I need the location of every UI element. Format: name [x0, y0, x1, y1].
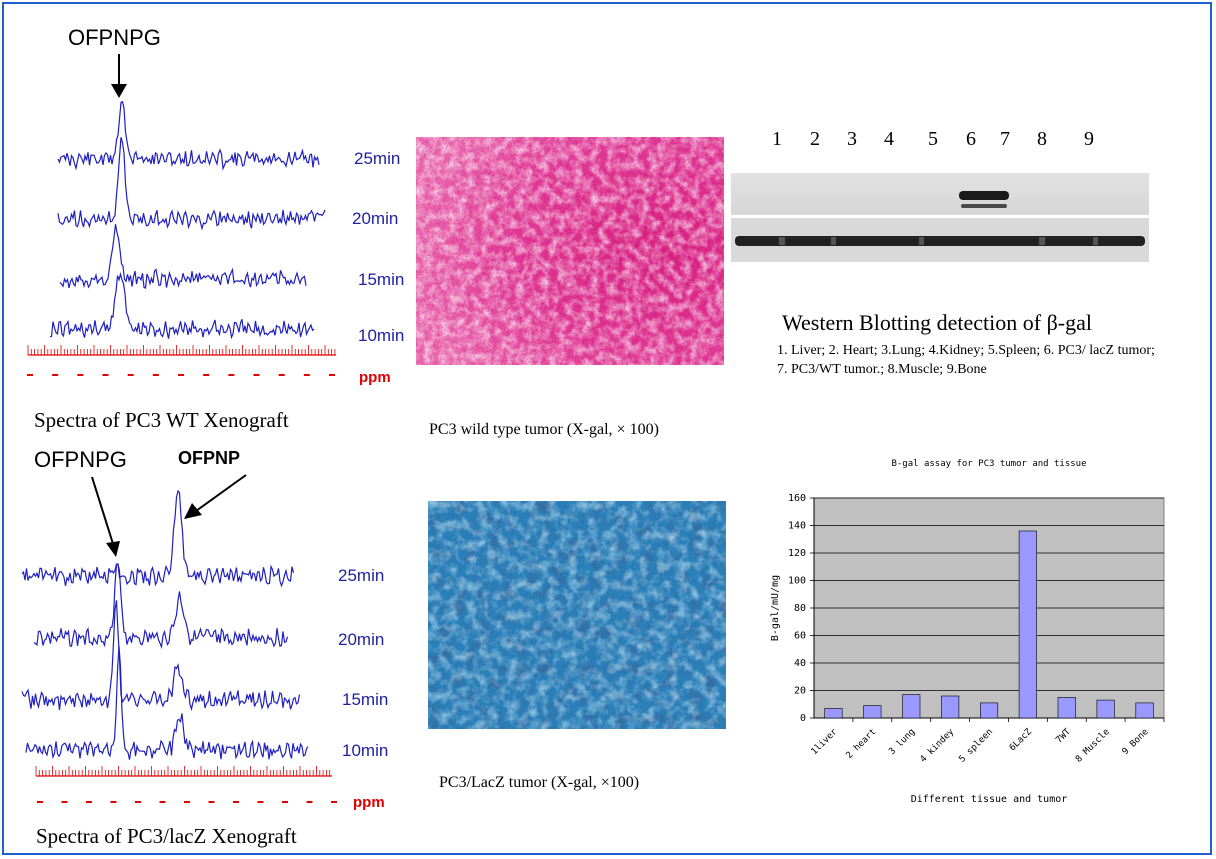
chart-xlabel: Different tissue and tumor — [911, 794, 1068, 805]
lane-label-4: 4 — [884, 128, 894, 150]
chart-bar — [980, 702, 999, 719]
chart-xtick-label: 9 Bone — [1121, 727, 1151, 757]
bottom-spectra-caption: Spectra of PC3/lacZ Xenograft — [36, 824, 297, 848]
chart-ytick-label: 60 — [794, 631, 806, 642]
bottom-ppm-label: ppm — [353, 794, 385, 811]
bgal-bar-chart: B-gal assay for PC3 tumor and tissue 0 20 4… — [770, 459, 1165, 805]
lane-label-3: 3 — [847, 128, 857, 150]
chart-ytick-label: 160 — [788, 493, 806, 504]
chart-ytick-label: 140 — [788, 521, 806, 532]
bottom-trace-10min — [25, 645, 309, 760]
chart-xtick-label: 7WT — [1054, 727, 1073, 746]
bottom-trace-15min — [21, 600, 301, 712]
bottom-spectra-plot — [21, 489, 332, 777]
top-time-10: 10min — [358, 326, 405, 345]
lane-label-9: 9 — [1084, 128, 1094, 150]
lane-label-6: 6 — [966, 128, 976, 150]
chart-xtick-label: 8 Muscle — [1074, 727, 1112, 765]
lacz-tumor-image — [428, 501, 726, 729]
top-trace-20min — [57, 137, 326, 231]
lane-label-5: 5 — [928, 128, 938, 150]
chart-ylabel: B-gal/mU/mg — [770, 575, 781, 641]
chart-ytick-label: 80 — [794, 603, 806, 614]
bottom-trace-25min — [21, 489, 295, 588]
chart-ytick-label: 20 — [794, 686, 806, 697]
chart-bar — [1057, 697, 1076, 719]
chart-ytick-label: 0 — [800, 713, 806, 724]
bottom-time-25: 25min — [338, 566, 385, 585]
top-peak-arrow — [111, 54, 127, 98]
western-legend: 1. Liver; 2. Heart; 3.Lung; 4.Kidney; 5.… — [777, 343, 1155, 377]
chart-bar — [863, 705, 882, 719]
chart-ytick-label: 40 — [794, 658, 806, 669]
top-time-20: 20min — [352, 209, 399, 228]
chart-bar — [824, 708, 843, 719]
wt-tumor-caption: PC3 wild type tumor (X-gal, × 100) — [429, 421, 659, 438]
top-time-15: 15min — [358, 270, 405, 289]
chart-bar — [902, 694, 921, 719]
chart-bar — [1018, 530, 1037, 719]
bottom-peak-label-2: OFPNP — [178, 448, 241, 468]
top-ppm-ruler — [27, 345, 336, 356]
top-ppm-label: ppm — [359, 369, 391, 386]
blot-band-lane6-main — [959, 191, 1009, 200]
top-time-25: 25min — [354, 149, 401, 168]
chart-xtick-label: 6LacZ — [1008, 727, 1035, 754]
chart-bar — [941, 695, 960, 719]
bottom-time-20: 20min — [338, 630, 385, 649]
blot-band-lane6-minor — [961, 204, 1007, 208]
bottom-ppm-dash-row — [37, 801, 337, 803]
wt-tumor-image — [416, 137, 724, 365]
bottom-time-10: 10min — [342, 741, 389, 760]
western-blot-image — [731, 173, 1149, 262]
chart-ytick-label: 120 — [788, 548, 806, 559]
western-title: Western Blotting detection of β-gal — [782, 310, 1093, 335]
chart-bar — [1096, 699, 1115, 719]
lane-label-1: 1 — [772, 128, 782, 150]
chart-xtick-label: 4 kindey — [919, 727, 957, 765]
top-trace-25min — [57, 100, 320, 171]
chart-xtick-label: 1liver — [810, 727, 840, 757]
lacz-tumor-caption: PC3/LacZ tumor (X-gal, ×100) — [439, 774, 640, 791]
bottom-peak-arrows — [91, 474, 247, 557]
top-peak-label: OFPNPG — [68, 25, 161, 50]
bottom-peak-label-1: OFPNPG — [34, 447, 127, 472]
chart-bar — [1135, 702, 1154, 719]
bottom-trace-20min — [33, 563, 289, 650]
chart-ytick-label: 100 — [788, 576, 806, 587]
lane-label-7: 7 — [1000, 128, 1010, 150]
chart-xtick-label: 2 heart — [845, 727, 879, 761]
lane-label-2: 2 — [810, 128, 820, 150]
chart-xtick-label: 5 spleen — [957, 727, 995, 765]
top-trace-15min — [59, 224, 307, 289]
chart-title: B-gal assay for PC3 tumor and tissue — [891, 459, 1086, 469]
chart-xtick-label: 3 lung — [887, 727, 917, 757]
top-spectra-caption: Spectra of PC3 WT Xenograft — [34, 408, 289, 432]
bottom-ppm-ruler — [35, 766, 332, 777]
top-trace-10min — [49, 271, 315, 340]
top-spectra-plot — [27, 100, 336, 376]
bottom-time-15: 15min — [342, 690, 389, 709]
lane-label-8: 8 — [1037, 128, 1047, 150]
blot-loading-band — [735, 236, 1145, 246]
